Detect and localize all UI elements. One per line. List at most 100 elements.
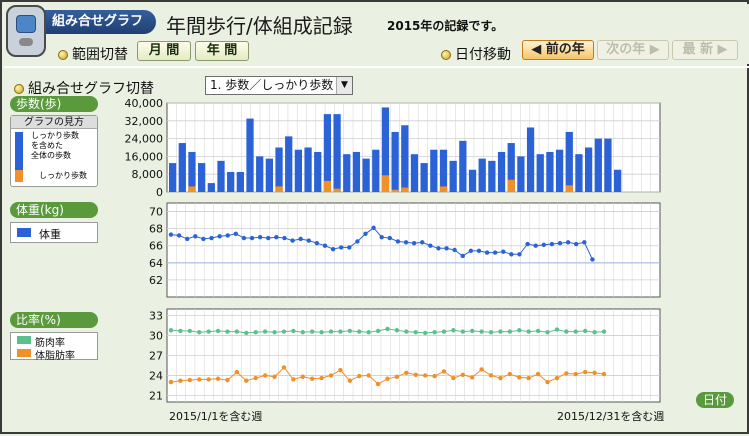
weight-point xyxy=(338,245,344,250)
weight-point xyxy=(565,240,571,245)
steps-bar xyxy=(372,149,380,192)
combo-select-value: 1. 歩数／しっかり歩数 xyxy=(210,78,334,92)
muscle-point xyxy=(168,328,174,333)
weight-legend-swatch xyxy=(17,228,31,237)
weight-point xyxy=(290,238,295,243)
weight-point xyxy=(209,235,214,241)
combo-switch-label: 組み合せグラフ切替 xyxy=(14,78,154,98)
muscle-point xyxy=(215,328,221,334)
steps-bar xyxy=(246,118,254,192)
muscle-point xyxy=(592,330,597,335)
steps-bar xyxy=(604,138,612,192)
weight-point xyxy=(387,235,393,241)
steps-bar xyxy=(294,149,303,192)
fat-point xyxy=(300,374,305,379)
weight-point xyxy=(257,234,263,240)
muscle-point xyxy=(404,329,409,334)
weight-point xyxy=(266,235,271,241)
fat-point xyxy=(413,372,418,377)
weight-point xyxy=(363,231,368,236)
weight-point xyxy=(282,235,287,241)
app-logo-badge: 組み合せグラフ xyxy=(6,5,156,57)
latest-button[interactable]: 最 新 ▶ xyxy=(672,40,738,60)
next-year-button[interactable]: 次の年 ▶ xyxy=(597,40,669,60)
ratio-tick-label: 24 xyxy=(149,369,163,382)
muscle-point xyxy=(535,328,541,334)
muscle-point xyxy=(507,329,513,334)
range-end-label: 2015/12/31を含む週 xyxy=(557,410,665,423)
fat-point xyxy=(234,369,240,375)
ratio-legend: 筋肉率 体脂肪率 xyxy=(10,332,98,362)
weight-point xyxy=(201,236,206,242)
steps-bar xyxy=(217,160,225,192)
steps-bar xyxy=(323,114,332,192)
combo-select[interactable]: 1. 歩数／しっかり歩数 ▼ xyxy=(205,76,353,95)
muscle-point xyxy=(545,330,550,335)
pedometer-icon xyxy=(6,5,46,57)
page-title: 年間歩行/体組成記録 xyxy=(166,14,353,38)
steps-bar xyxy=(275,147,283,192)
muscle-point xyxy=(441,329,447,334)
fat-point xyxy=(554,375,560,381)
weight-point xyxy=(233,231,239,236)
fat-point xyxy=(244,378,249,383)
brisk-steps-bar xyxy=(275,186,283,192)
muscle-point xyxy=(375,328,381,334)
fat-point xyxy=(187,377,193,383)
steps-bar xyxy=(352,151,361,192)
muscle-point xyxy=(573,329,578,334)
muscle-point xyxy=(225,329,230,334)
year-button[interactable]: 年 間 xyxy=(195,41,249,61)
fat-point xyxy=(517,375,522,380)
fat-point xyxy=(225,377,230,383)
weight-tick-label: 70 xyxy=(149,206,163,219)
howto-diagram: しっかり歩数 を含めた 全体の歩数 しっかり歩数 xyxy=(15,130,87,182)
steps-bar xyxy=(497,151,506,192)
muscle-point xyxy=(319,330,324,335)
fat-point xyxy=(338,367,343,373)
howto-line3: 全体の歩数 xyxy=(31,150,71,160)
steps-tick-label: 16,000 xyxy=(125,150,164,163)
weight-point xyxy=(298,236,303,242)
fat-point xyxy=(291,377,296,382)
steps-bar xyxy=(555,149,564,192)
fat-point xyxy=(479,367,484,372)
fat-point xyxy=(507,371,513,377)
brisk-steps-bar xyxy=(333,188,341,192)
bullet-icon xyxy=(441,50,451,60)
weight-point xyxy=(460,253,465,259)
weight-point xyxy=(590,257,595,262)
fat-point xyxy=(347,378,353,383)
ratio-panel-title: 比率(%) xyxy=(10,312,98,328)
date-move-label: 日付移動 xyxy=(441,44,511,64)
weight-point xyxy=(168,232,174,237)
weight-point xyxy=(274,234,279,240)
steps-panel-title: 歩数(歩) xyxy=(10,96,98,112)
fat-point xyxy=(441,369,447,374)
weight-point xyxy=(525,241,530,247)
muscle-point xyxy=(244,330,249,336)
fat-point xyxy=(451,375,456,381)
muscle-point xyxy=(422,330,428,336)
fat-point xyxy=(319,375,324,381)
steps-bar xyxy=(362,158,370,192)
date-axis-badge: 日付 xyxy=(696,392,734,408)
prev-year-button[interactable]: ◀ 前の年 xyxy=(522,40,594,60)
muscle-point xyxy=(300,330,305,335)
muscle-point xyxy=(385,326,390,332)
steps-bar xyxy=(410,154,419,192)
muscle-point xyxy=(517,328,522,333)
muscle-point xyxy=(366,330,371,335)
weight-tick-label: 68 xyxy=(149,223,163,236)
month-button[interactable]: 月 間 xyxy=(137,41,191,61)
weight-point xyxy=(225,233,230,238)
howto-box: グラフの見方 しっかり歩数 を含めた 全体の歩数 しっかり歩数 xyxy=(10,115,98,187)
steps-bar xyxy=(526,127,535,192)
weight-point xyxy=(428,243,433,248)
fat-point xyxy=(206,377,211,382)
dropdown-arrow-icon: ▼ xyxy=(336,77,352,94)
weight-point xyxy=(420,240,425,245)
weight-point xyxy=(241,235,247,241)
steps-bar xyxy=(207,183,215,192)
steps-bar xyxy=(256,156,264,192)
